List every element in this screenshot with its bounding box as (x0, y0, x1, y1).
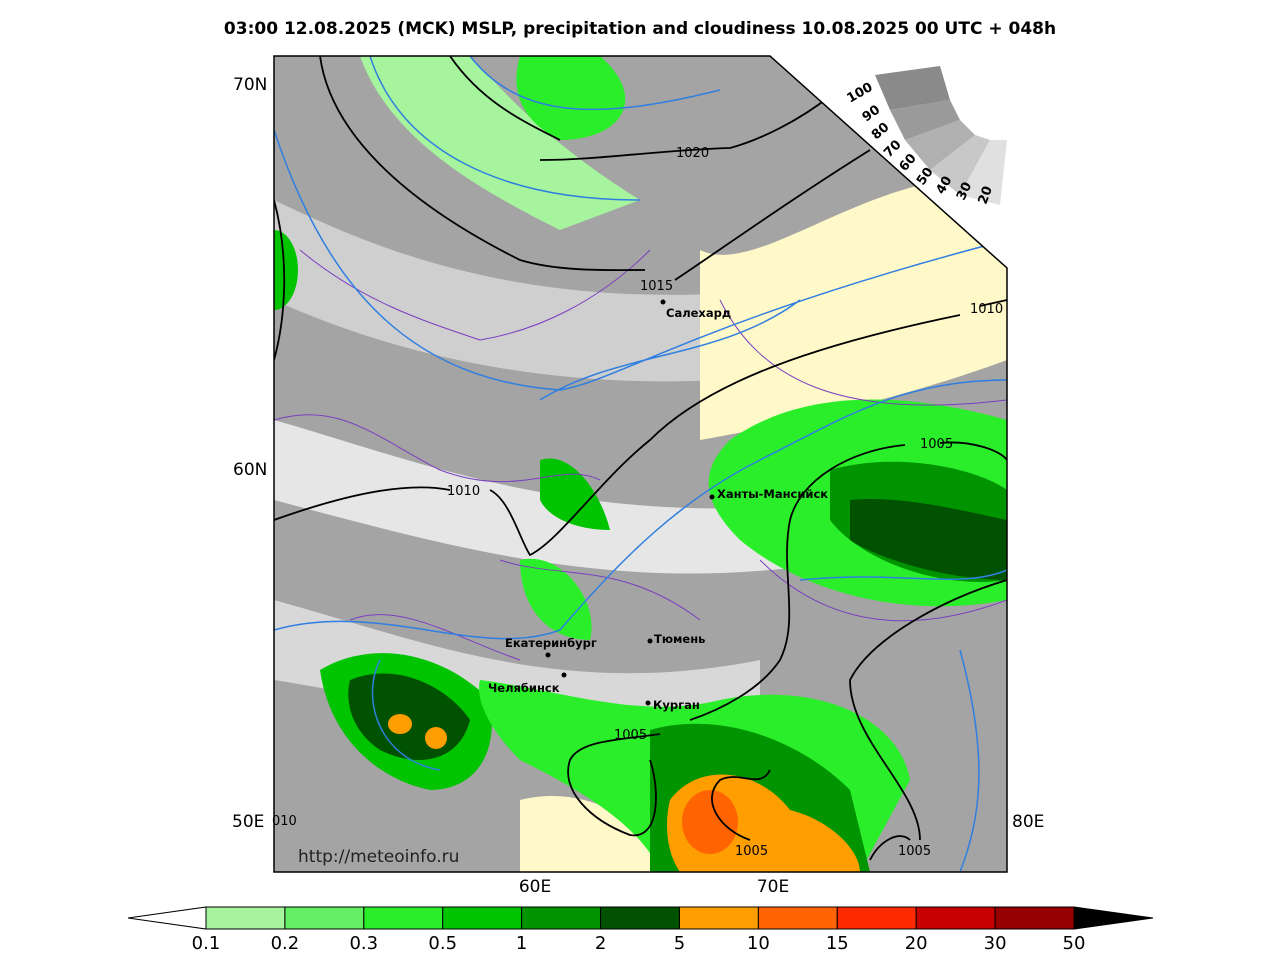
city-label: Челябинск (488, 681, 560, 695)
colorbar-label: 10 (747, 933, 770, 954)
colorbar-segment (284, 906, 365, 930)
city-dot (645, 700, 651, 706)
lon-label: 50E (232, 812, 264, 832)
isobar-label: 1005 (735, 844, 768, 859)
city-label: Курган (653, 698, 700, 712)
isobar-label: 1010 (970, 302, 1003, 317)
city-label: Салехард (666, 306, 731, 320)
colorbar: 0.1 0.2 0.3 0.5 1 2 5 10 15 20 30 50 (127, 906, 1154, 954)
lon-label: 70E (757, 877, 789, 897)
colorbar-segment (600, 906, 680, 930)
isobar-label: 1015 (640, 279, 673, 294)
cities: Салехард Ханты-Мансийск Тюмень Екатеринб… (488, 299, 828, 712)
colorbar-label: 50 (1063, 933, 1086, 954)
city-label: Екатеринбург (505, 636, 597, 650)
cloud-label: 20 (976, 184, 996, 206)
city-dot (561, 672, 567, 678)
lon-label: 80E (1012, 812, 1044, 832)
colorbar-segment (836, 906, 917, 930)
colorbar-label: 1 (516, 933, 527, 954)
colorbar-label: 0.3 (349, 933, 378, 954)
colorbar-segment (678, 906, 759, 930)
lat-label: 60N (233, 460, 267, 480)
colorbar-label: 0.5 (428, 933, 457, 954)
colorbar-label: 30 (984, 933, 1007, 954)
isobar-label: 1020 (676, 146, 709, 161)
isobar-label: 1010 (447, 484, 480, 499)
colorbar-label: 0.1 (192, 933, 221, 954)
colorbar-segment (363, 906, 444, 930)
isobar-label: 1005 (920, 437, 953, 452)
cloud-label: 30 (954, 180, 975, 203)
colorbar-max-arrow (1073, 906, 1154, 930)
cloud-label: 70 (881, 137, 904, 160)
colorbar-segment (442, 906, 523, 930)
isobar-label: 1005 (614, 728, 647, 743)
watermark: http://meteoinfo.ru (298, 847, 459, 867)
city-dot (545, 652, 551, 658)
title: 03:00 12.08.2025 (MCK) MSLP, precipitati… (224, 19, 1056, 39)
isobar-label: 1005 (898, 844, 931, 859)
lat-label: 70N (233, 75, 267, 95)
cloud-label: 80 (869, 120, 893, 143)
map-field (274, 56, 1007, 872)
colorbar-segment (915, 906, 996, 930)
city-label: Ханты-Мансийск (717, 487, 828, 501)
colorbar-label: 20 (905, 933, 928, 954)
city-dot (647, 638, 653, 644)
isobar-label: 010 (272, 814, 297, 829)
colorbar-min-arrow (127, 906, 207, 930)
city-dot (709, 494, 715, 500)
cloud-label: 60 (897, 151, 920, 175)
city-label: Тюмень (654, 632, 705, 646)
colorbar-label: 0.2 (271, 933, 300, 954)
cloudiness-fan (875, 66, 1007, 205)
colorbar-label: 15 (826, 933, 849, 954)
isobar-labels: 1020 1015 1010 1005 1010 1005 1005 1005 … (272, 146, 1003, 859)
colorbar-segment (205, 906, 286, 930)
colorbar-label: 5 (674, 933, 685, 954)
colorbar-segment (994, 906, 1075, 930)
city-dot (660, 299, 666, 305)
colorbar-label: 2 (595, 933, 606, 954)
map-frame (273, 55, 1008, 873)
lon-label: 60E (519, 877, 551, 897)
colorbar-segment (757, 906, 838, 930)
axis-labels: 70N 60N 50E 80E 60E 70E (232, 75, 1044, 897)
cloud-label: 100 (845, 80, 876, 107)
colorbar-segment (521, 906, 602, 930)
